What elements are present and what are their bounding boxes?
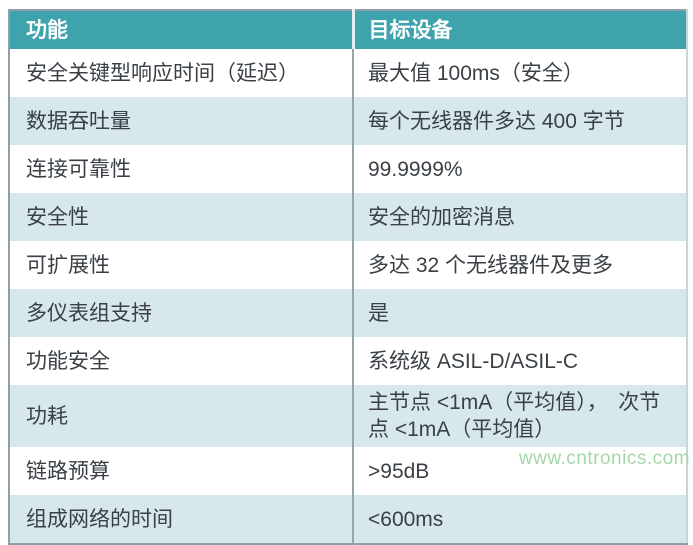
feature-cell: 组成网络的时间	[26, 507, 173, 531]
table-row: 可扩展性 多达 32 个无线器件及更多	[9, 241, 687, 289]
feature-cell: 功能安全	[26, 349, 110, 373]
table-body: 安全关键型响应时间（延迟） 最大值 100ms（安全） 数据吞吐量 每个无线器件…	[9, 49, 687, 544]
header-row: 功能 目标设备	[9, 10, 687, 49]
feature-cell: 安全关键型响应时间（延迟）	[26, 61, 299, 85]
target-cell: 多达 32 个无线器件及更多	[352, 241, 687, 289]
table-row: 安全关键型响应时间（延迟） 最大值 100ms（安全）	[9, 49, 687, 97]
header-cell-feature: 功能	[9, 10, 353, 49]
table-row: 功耗 主节点 <1mA（平均值）， 次节点 <1mA（平均值）	[9, 385, 687, 447]
target-cell: 主节点 <1mA（平均值）， 次节点 <1mA（平均值）	[352, 385, 687, 447]
spec-table: 功能 目标设备 安全关键型响应时间（延迟） 最大值 100ms（安全） 数据吞吐…	[8, 9, 688, 545]
feature-cell: 安全性	[26, 205, 89, 229]
table-row: 组成网络的时间 <600ms	[9, 495, 687, 544]
target-cell: >95dB	[352, 447, 687, 495]
feature-cell: 链路预算	[26, 459, 110, 483]
target-cell: <600ms	[352, 495, 687, 544]
table-row: 多仪表组支持 是	[9, 289, 687, 337]
header-cell-target: 目标设备	[351, 10, 687, 49]
target-cell: 最大值 100ms（安全）	[352, 49, 687, 97]
feature-cell: 多仪表组支持	[26, 301, 152, 325]
feature-cell: 连接可靠性	[26, 157, 131, 181]
page: 功能 目标设备 安全关键型响应时间（延迟） 最大值 100ms（安全） 数据吞吐…	[8, 9, 690, 545]
target-cell: 每个无线器件多达 400 字节	[352, 97, 687, 145]
feature-cell: 数据吞吐量	[26, 109, 131, 133]
target-cell: 99.9999%	[352, 145, 687, 193]
feature-cell: 功耗	[26, 404, 68, 428]
table-row: 安全性 安全的加密消息	[9, 193, 687, 241]
feature-cell: 可扩展性	[26, 253, 110, 277]
table-row: 链路预算 >95dB	[9, 447, 687, 495]
target-cell: 安全的加密消息	[352, 193, 687, 241]
table-row: 数据吞吐量 每个无线器件多达 400 字节	[9, 97, 687, 145]
target-cell: 是	[352, 289, 687, 337]
table-row: 连接可靠性 99.9999%	[9, 145, 687, 193]
table-row: 功能安全 系统级 ASIL-D/ASIL-C	[9, 337, 687, 385]
table-header: 功能 目标设备	[9, 10, 687, 49]
target-cell: 系统级 ASIL-D/ASIL-C	[352, 337, 687, 385]
